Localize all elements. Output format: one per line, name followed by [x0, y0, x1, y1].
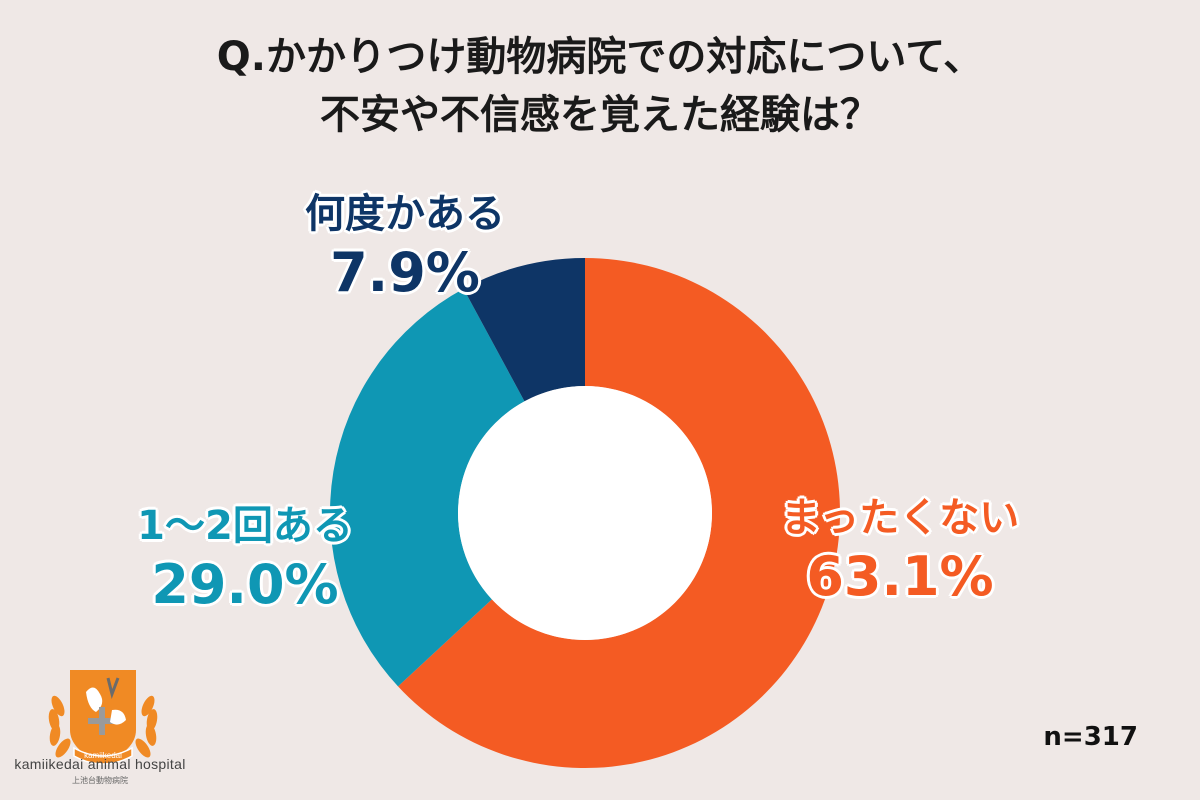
label-mattakunai: まったくない 63.1%	[740, 492, 1060, 610]
label-1-2-kai-aru: 1～2回ある 29.0%	[100, 500, 390, 618]
laurel-wreath-icon	[48, 695, 158, 758]
donut-hole	[458, 386, 712, 640]
hospital-subname: 上池台動物病院	[72, 776, 128, 785]
category-label: 何度かある	[305, 191, 505, 237]
value-label: 7.9%	[330, 241, 480, 304]
category-label: まったくない	[780, 495, 1020, 541]
donut-slice-1	[330, 288, 525, 687]
sample-size: n=317	[1043, 722, 1138, 752]
value-label: 29.0%	[151, 553, 339, 616]
donut-slice-0	[398, 258, 840, 768]
chart-title: Q.かかりつけ動物病院での対応について、 不安や不信感を覚えた経験は？	[0, 28, 1200, 144]
hospital-logo: kamiikedai	[48, 670, 158, 765]
hospital-name: kamiikedai animal hospital	[14, 756, 186, 772]
title-line-1: Q.かかりつけ動物病院での対応について、	[216, 34, 984, 80]
title-line-2: 不安や不信感を覚えた経験は？	[320, 92, 880, 138]
label-nandoka-aru: 何度かある 7.9%	[260, 188, 550, 306]
donut-slice-2	[463, 258, 585, 402]
logo-badge-text: kamiikedai	[84, 751, 122, 760]
value-label: 63.1%	[806, 545, 994, 608]
category-label: 1～2回ある	[137, 503, 353, 549]
